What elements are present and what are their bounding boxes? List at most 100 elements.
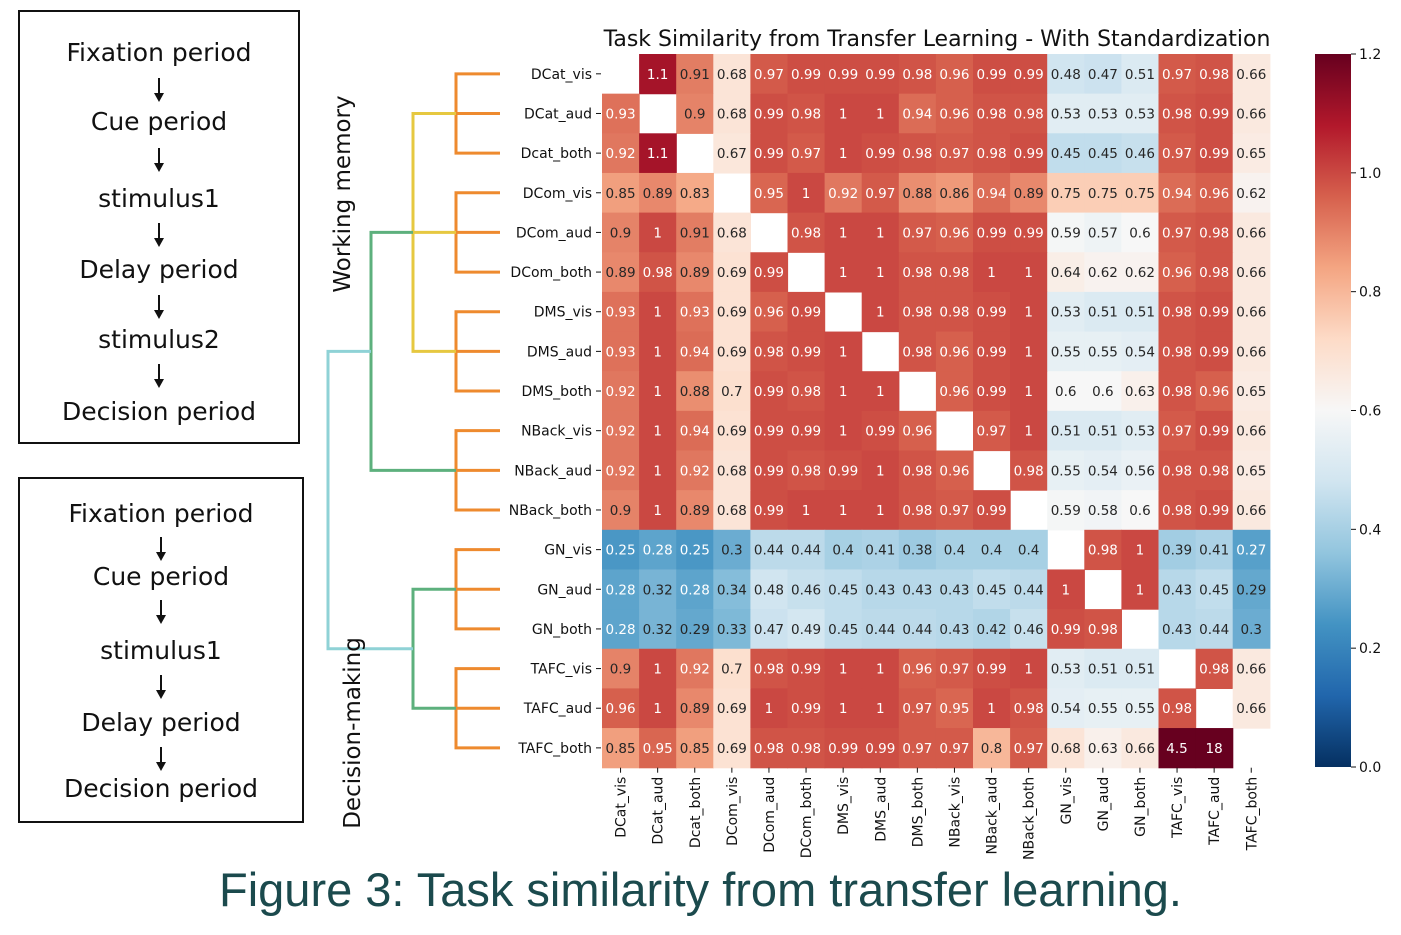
cell-value-label: 0.28 <box>643 543 673 559</box>
heatmap-cell <box>861 212 900 253</box>
row-label: DMS_aud <box>527 344 592 360</box>
heatmap-cell <box>1232 172 1271 214</box>
cell-value-label: 0.9 <box>610 662 631 678</box>
heatmap-cell <box>861 728 900 769</box>
heatmap-cell <box>824 252 863 293</box>
cell-value-label: 0.45 <box>1199 582 1229 598</box>
heatmap-cell <box>639 252 677 293</box>
heatmap-cell <box>602 569 640 610</box>
row-label: TAFC_both <box>517 741 592 757</box>
heatmap-cell <box>1158 728 1197 769</box>
row-label: DCom_both <box>510 265 592 281</box>
cell-value-label: 0.99 <box>828 463 858 479</box>
cell-value-label: 0.98 <box>1014 106 1044 122</box>
cell-value-label: 0.98 <box>1162 344 1192 360</box>
cell-value-label: 0.92 <box>606 146 636 162</box>
cell-value-label: 0.43 <box>1162 622 1192 638</box>
cell-value-label: 0.99 <box>791 701 821 717</box>
cell-value-label: 0.68 <box>717 67 747 83</box>
heatmap-cell <box>973 93 1011 134</box>
heatmap-cell <box>1158 212 1197 253</box>
heatmap-cell <box>639 410 677 452</box>
flow-step: Delay period <box>81 708 241 737</box>
cell-value-label: 0.99 <box>865 424 895 440</box>
column-labels: DCat_vis DCat_aud Dcat_both DCom_vis DCom_au… <box>614 767 1260 860</box>
column-label: DMS_vis <box>836 777 852 835</box>
heatmap-cell <box>1232 450 1271 491</box>
cell-value-label: 1 <box>653 424 662 440</box>
dendrogram <box>326 72 500 750</box>
heatmap-cell <box>1047 450 1085 491</box>
cell-value-label: 0.97 <box>939 741 969 757</box>
heatmap-cell <box>750 450 789 491</box>
cell-value-label: 0.66 <box>1236 701 1266 717</box>
heatmap-cell <box>1121 688 1160 729</box>
cell-value-label: 0.98 <box>939 305 969 321</box>
column-label: TAFC_both <box>1244 777 1260 852</box>
heatmap-cell <box>1121 569 1160 610</box>
cell-value-label: 1 <box>987 701 996 717</box>
cell-value-label: 0.92 <box>606 463 636 479</box>
heatmap-cell <box>602 648 640 689</box>
heatmap-cell <box>676 490 714 531</box>
cell-value-label: 0.39 <box>1162 543 1192 559</box>
heatmap-cell <box>1010 252 1048 293</box>
cell-value-label: 4.5 <box>1166 741 1187 757</box>
dendrogram-leaf-branch <box>454 310 500 393</box>
cell-value-label: 0.54 <box>1088 463 1118 479</box>
cell-value-label: 0.98 <box>1199 225 1229 241</box>
cell-value-label: 0.41 <box>865 543 895 559</box>
heatmap-cell <box>898 728 937 769</box>
heatmap-cell <box>861 529 900 571</box>
heatmap-cell <box>1158 93 1197 134</box>
heatmap-cell <box>1084 688 1122 729</box>
heatmap-cell <box>935 569 974 610</box>
cell-value-label: 0.75 <box>1088 186 1118 202</box>
cell-value-label: 0.68 <box>1051 741 1081 757</box>
heatmap-cell <box>898 609 937 650</box>
colorbar-tick-label: 0.2 <box>1359 641 1381 657</box>
cell-value-label: 0.66 <box>1236 662 1266 678</box>
cell-value-label: 0.99 <box>1199 106 1229 122</box>
cell-value-label: 0.97 <box>791 146 821 162</box>
cell-value-label: 0.99 <box>977 67 1007 83</box>
heatmap-cell <box>1195 331 1234 372</box>
heatmap-cell <box>639 291 677 333</box>
cell-value-label: 0.62 <box>1236 186 1266 202</box>
cell-value-label: 0.98 <box>643 265 673 281</box>
cell-value-label: 0.25 <box>606 543 636 559</box>
heatmap-cell <box>935 212 974 253</box>
row-labels: DCat_vis DCat_aud Dcat_both DCom_vis DCom_au… <box>509 67 601 757</box>
row-label: NBack_both <box>509 503 592 519</box>
cell-value-label: 1 <box>1024 265 1033 281</box>
heatmap-cell <box>1158 252 1197 293</box>
heatmap-cell <box>973 54 1011 95</box>
row-label: DCom_aud <box>516 225 592 241</box>
heatmap-cell <box>787 529 826 571</box>
heatmap-cell <box>787 291 826 333</box>
dendrogram-wm-subcluster <box>411 111 456 353</box>
heatmap-cell <box>713 410 751 452</box>
heatmap-cell <box>1084 172 1122 214</box>
row-label: TAFC_vis <box>530 662 592 678</box>
cell-value-label: 0.99 <box>977 503 1007 519</box>
heatmap-cell <box>787 490 826 531</box>
cell-value-label: 1 <box>802 186 811 202</box>
heatmap-cell <box>1010 569 1048 610</box>
heatmap-cell <box>1121 291 1160 333</box>
heatmap-cell <box>861 252 900 293</box>
cell-value-label: 0.41 <box>1199 543 1229 559</box>
heatmap-cell <box>1158 609 1197 650</box>
heatmap-cell <box>1232 371 1271 412</box>
heatmap-cell <box>898 212 937 253</box>
cell-value-label: 0.44 <box>754 543 784 559</box>
cell-value-label: 0.45 <box>828 622 858 638</box>
cell-value-label: 1 <box>1024 424 1033 440</box>
heatmap-cell <box>639 490 677 531</box>
heatmap-cell <box>1010 172 1048 214</box>
heatmap-cell <box>787 54 826 95</box>
flowchart-box-working-memory: Fixation period Cue period stimulus1 Delay … <box>18 10 300 444</box>
cell-value-label: 0.89 <box>680 503 710 519</box>
cell-value-label: 0.92 <box>606 424 636 440</box>
cell-value-label: 0.99 <box>977 384 1007 400</box>
